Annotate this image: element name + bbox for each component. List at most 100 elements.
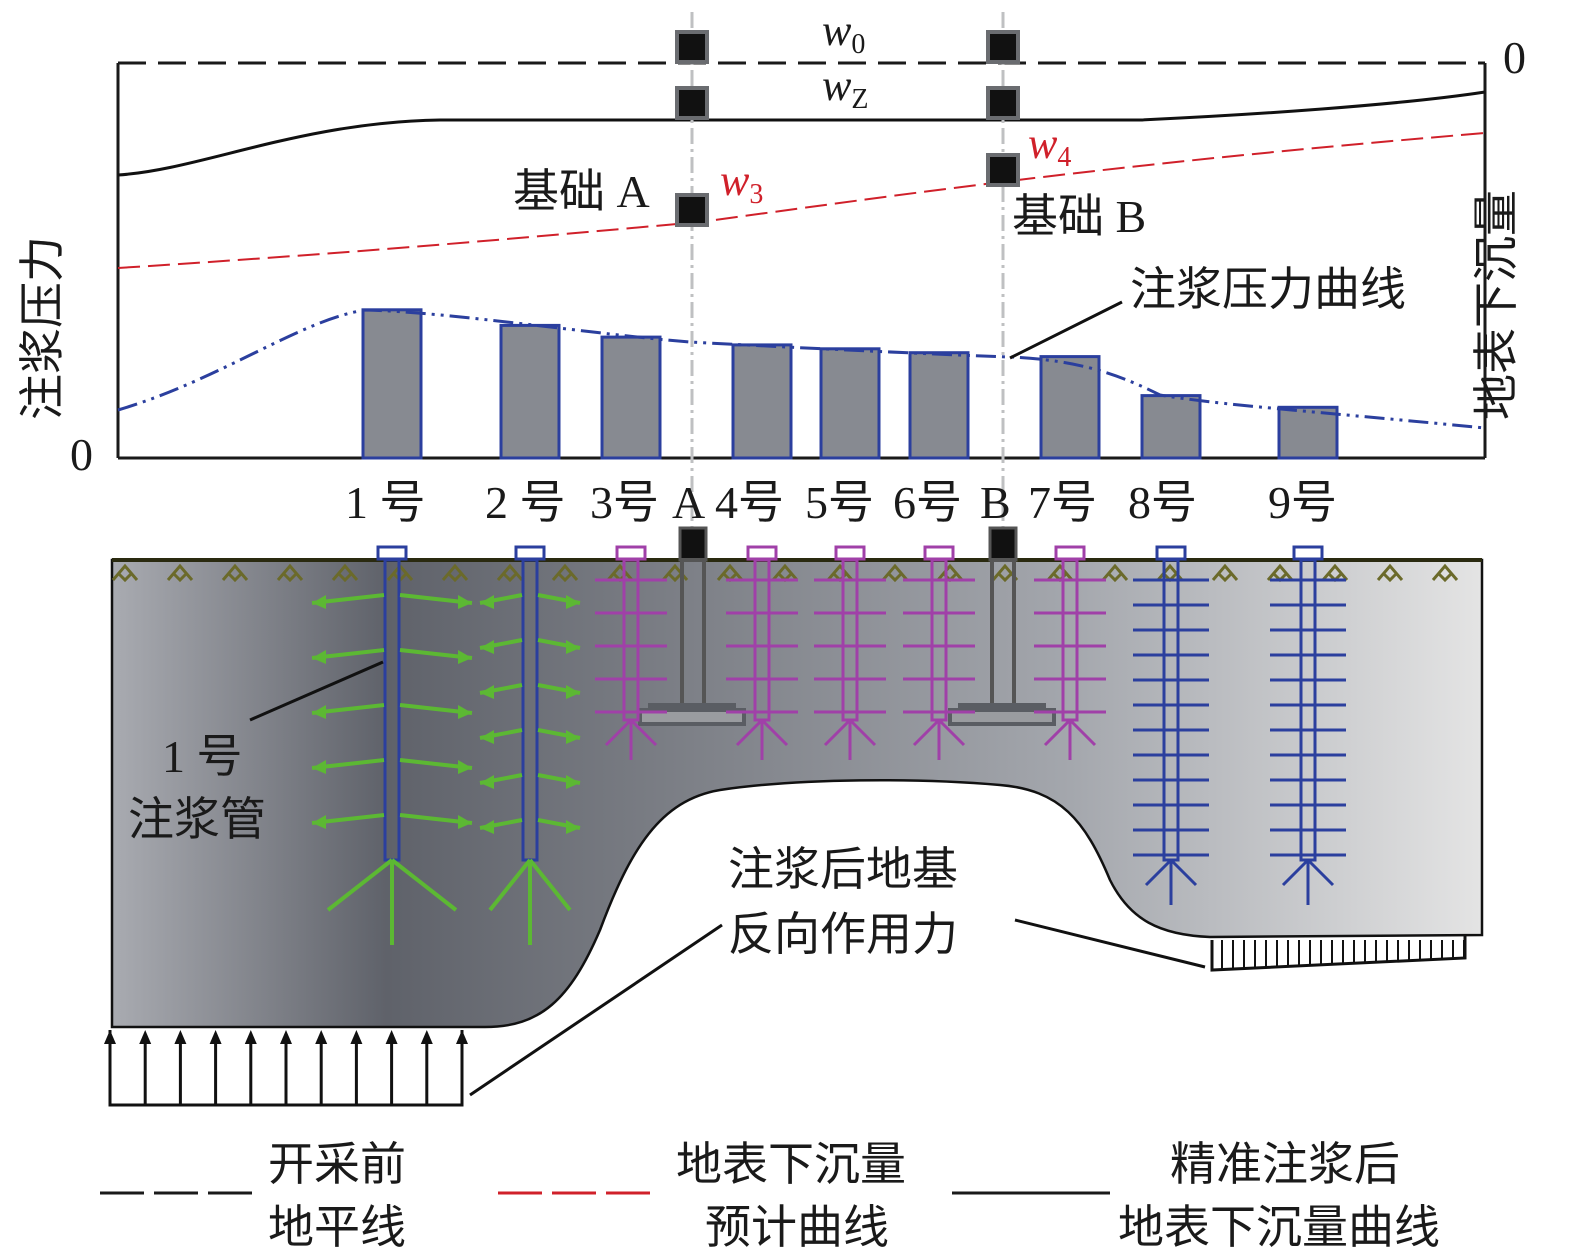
- arrowhead: [350, 1030, 363, 1044]
- downward-flow-arrows: [604, 718, 658, 760]
- pressure-bar-2: [499, 323, 561, 460]
- grout-pipe-4: [726, 545, 798, 760]
- grout-pipe-2: [479, 545, 581, 945]
- left-axis-zero: 0: [70, 429, 93, 480]
- right-axis-label: 地表下沉量: [1471, 190, 1522, 420]
- grout-pipe-5: [814, 545, 886, 760]
- foundation-marker: [675, 86, 709, 120]
- pipe1-annotation-line2: 注浆管: [128, 794, 266, 845]
- arrowhead: [456, 1030, 468, 1044]
- pipe-cap: [514, 545, 546, 561]
- downward-flow-arrows: [1043, 718, 1097, 760]
- grass-mark: [331, 563, 359, 583]
- pressure-bar-3: [600, 335, 662, 460]
- arrowhead: [385, 1030, 398, 1044]
- grout-pipe-1: [311, 545, 473, 945]
- foundation-a: [638, 526, 746, 726]
- pressure-bar-6: [908, 351, 970, 460]
- legend-label-predicted-2: 预计曲线: [705, 1202, 889, 1253]
- grass-mark: [166, 563, 194, 583]
- pipe1-annotation-line1: 1 号: [162, 731, 243, 782]
- w4-label: w4: [1028, 119, 1071, 173]
- grout-pipe-6: [903, 545, 975, 760]
- grass-mark: [1376, 563, 1404, 583]
- grass-mark: [221, 563, 249, 583]
- reaction-annotation-line2: 反向作用力: [728, 909, 958, 960]
- downward-flow-arrows: [912, 718, 966, 760]
- downward-flow-arrows: [1281, 858, 1335, 905]
- grout-pressure-curve-label: 注浆压力曲线: [1130, 264, 1406, 315]
- pipe-cap: [1292, 545, 1324, 561]
- reaction-leader-right: [1014, 918, 1206, 969]
- downward-flow-arrows: [1144, 858, 1198, 905]
- grass-mark: [441, 563, 469, 583]
- pipe-label-3: 3号: [590, 477, 659, 528]
- pipe-cap: [376, 545, 408, 561]
- w0-label: w0: [822, 6, 865, 60]
- pipe-cap: [923, 545, 955, 561]
- foundation-marker: [675, 30, 709, 64]
- pressure-bar-5: [819, 347, 881, 460]
- arrowhead: [104, 1030, 116, 1044]
- arrowhead: [139, 1030, 152, 1044]
- pipe-label-2: 2 号: [485, 477, 566, 528]
- foundation-marker: [986, 86, 1020, 120]
- grout-pipe-9: [1270, 545, 1346, 905]
- downward-flow-arrows: [735, 718, 789, 760]
- foundation-marker: [986, 30, 1020, 64]
- pressure-bar-8: [1140, 394, 1202, 460]
- grass-mark: [551, 563, 579, 583]
- grass-mark: [881, 563, 909, 583]
- pipe-label-8: 8号: [1128, 477, 1197, 528]
- downward-flow-arrows: [823, 718, 877, 760]
- arrowhead: [174, 1030, 187, 1044]
- legend: 开采前 地平线 地表下沉量 预计曲线 精准注浆后 地表下沉量曲线: [100, 1139, 1440, 1253]
- right-axis-zero: 0: [1503, 32, 1526, 83]
- arrowhead: [280, 1030, 292, 1044]
- pressure-bar-7: [1039, 355, 1101, 460]
- pipe-label-7: 7号: [1028, 477, 1097, 528]
- arrowhead: [244, 1030, 257, 1044]
- legend-label-original-ground-2: 地平线: [268, 1202, 406, 1253]
- pressure-bar-1: [361, 308, 423, 460]
- reaction-force-left: [104, 1030, 468, 1107]
- pipe1-leader-line: [249, 660, 384, 722]
- arrowhead: [315, 1030, 328, 1044]
- pipe-label-6: 6号: [893, 477, 962, 528]
- downward-flow-arrows: [326, 858, 458, 945]
- pipe-label-9: 9号: [1268, 477, 1337, 528]
- pipe-cap: [1054, 545, 1086, 561]
- arrowhead: [209, 1030, 222, 1044]
- predicted-settlement-curve: [117, 132, 1486, 269]
- pipe-cap: [746, 545, 778, 561]
- pressure-curve-leader-line: [1009, 300, 1123, 360]
- pipe-cap: [1155, 545, 1187, 561]
- foundation-b: [948, 526, 1056, 726]
- legend-label-original-ground-1: 开采前: [268, 1139, 406, 1190]
- legend-label-after-grouting-2: 地表下沉量曲线: [1118, 1202, 1440, 1253]
- foundation-b-short-label: B: [980, 477, 1011, 528]
- foundation-marker: [675, 193, 709, 227]
- wz-label: wZ: [822, 61, 868, 115]
- reaction-force-right: [1210, 935, 1467, 972]
- downward-flow-arrows: [488, 858, 572, 945]
- grout-pipe-3: [595, 545, 667, 760]
- foundation-a-label: 基础 A: [513, 166, 650, 217]
- arrowhead: [420, 1030, 433, 1044]
- reaction-leader-left: [469, 923, 723, 1097]
- grass-mark: [111, 563, 139, 583]
- grout-pressure-curve: [117, 308, 1486, 430]
- pipe-label-1: 1 号: [345, 477, 426, 528]
- reaction-annotation-line1: 注浆后地基: [728, 844, 958, 895]
- pipe-label-5: 5号: [805, 477, 874, 528]
- legend-label-predicted-1: 地表下沉量: [676, 1139, 906, 1190]
- settlement-after-grouting-curve: [117, 90, 1486, 177]
- legend-label-after-grouting-1: 精准注浆后: [1170, 1139, 1400, 1190]
- w3-label: w3: [720, 156, 763, 210]
- grass-mark: [1101, 563, 1129, 583]
- pressure-bar-9: [1277, 405, 1339, 460]
- grass-mark: [1431, 563, 1459, 583]
- grass-mark: [1211, 563, 1239, 583]
- pressure-bar-4: [731, 343, 793, 460]
